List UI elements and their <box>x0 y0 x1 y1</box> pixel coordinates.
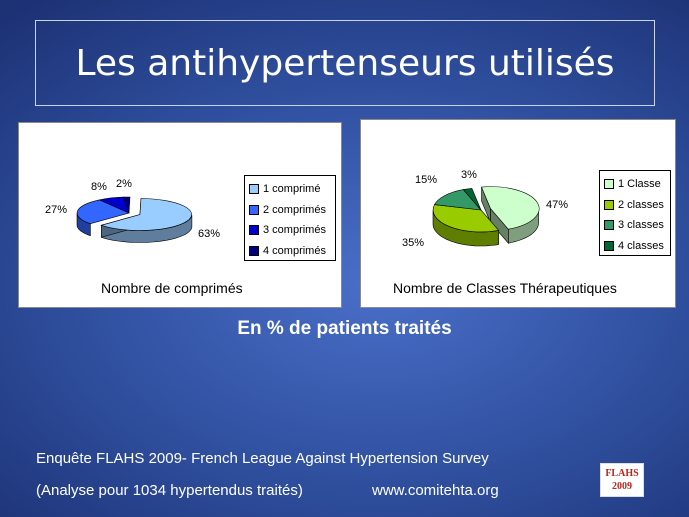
pie-label-0-3: 2% <box>116 178 132 190</box>
legend-item-0-1: 2 comprimés <box>249 200 331 221</box>
legend-item-0-0: 1 comprimé <box>249 179 331 200</box>
pie-slice-0-3[interactable] <box>123 196 131 214</box>
legend-label-1-0: 1 Classe <box>618 178 661 191</box>
chart-panel-classes: 47% 35% 15% 3% 1 Classe 2 classes 3 classes 4 … <box>360 119 676 308</box>
logo-text-bottom: 2009 <box>612 481 632 492</box>
legend-label-1-3: 4 classes <box>618 239 664 252</box>
legend-swatch-0-0 <box>249 184 259 195</box>
pie-label-1-2: 15% <box>415 174 437 186</box>
footer-analysis-line: (Analyse pour 1034 hypertendus traités) <box>36 482 303 499</box>
pie-slice-0-1[interactable] <box>76 199 130 225</box>
footer-url-link[interactable]: www.comitehta.org <box>372 482 499 499</box>
chart-title-tablets: Nombre de comprimés <box>101 280 243 296</box>
pie-slice-0-0[interactable] <box>100 198 192 231</box>
legend-label-1-1: 2 classes <box>618 198 664 211</box>
pie-label-0-2: 8% <box>91 181 107 193</box>
legend-swatch-0-1 <box>249 204 259 215</box>
flahs-logo: FLAHS 2009 <box>600 463 644 497</box>
legend-item-1-1: 2 classes <box>604 195 666 216</box>
legend-item-1-3: 4 classes <box>604 236 666 257</box>
pie-slice-1-1[interactable] <box>432 204 500 233</box>
legend-classes: 1 Classe 2 classes 3 classes 4 classes <box>599 170 671 256</box>
pie-slice-1-3[interactable] <box>462 188 482 211</box>
legend-label-1-2: 3 classes <box>618 219 664 232</box>
pie-slice-1-0[interactable] <box>481 186 540 230</box>
legend-label-0-0: 1 comprimé <box>263 183 321 196</box>
legend-label-0-3: 4 comprimés <box>263 244 326 257</box>
slide-title: Les antihypertenseurs utilisés <box>75 42 615 84</box>
legend-tablets: 1 comprimé 2 comprimés 3 comprimés 4 compri… <box>244 175 336 261</box>
legend-swatch-1-0 <box>604 179 614 190</box>
pie-label-0-1: 27% <box>45 204 67 216</box>
legend-label-0-2: 3 comprimés <box>263 224 326 237</box>
chart-panel-tablets: 63% 27% 8% 2% 1 comprimé 2 comprimés 3 compri… <box>18 122 342 308</box>
legend-swatch-1-3 <box>604 240 614 251</box>
logo-text-top: FLAHS <box>605 468 639 479</box>
legend-swatch-0-2 <box>249 225 259 236</box>
legend-swatch-1-2 <box>604 220 614 231</box>
legend-item-1-2: 3 classes <box>604 215 666 236</box>
legend-swatch-1-1 <box>604 199 614 210</box>
legend-swatch-0-3 <box>249 245 259 256</box>
pie-chart-classes: 47% 35% 15% 3% <box>402 169 568 249</box>
pie-label-1-1: 35% <box>402 237 424 249</box>
legend-item-1-0: 1 Classe <box>604 174 666 195</box>
pie-label-0-0: 63% <box>198 228 220 240</box>
pie-label-1-0: 47% <box>546 199 568 211</box>
legend-item-0-3: 4 comprimés <box>249 241 331 262</box>
chart-title-classes: Nombre de Classes Thérapeutiques <box>393 280 617 296</box>
footer-survey-line: Enquête FLAHS 2009- French League Agains… <box>36 450 489 467</box>
pie-label-1-3: 3% <box>461 169 477 181</box>
pie-chart-tablets: 63% 27% 8% 2% <box>45 178 220 243</box>
unit-subtitle: En % de patients traités <box>237 318 452 339</box>
legend-label-0-1: 2 comprimés <box>263 203 326 216</box>
slide-title-box: Les antihypertenseurs utilisés <box>35 20 655 106</box>
legend-item-0-2: 3 comprimés <box>249 220 331 241</box>
